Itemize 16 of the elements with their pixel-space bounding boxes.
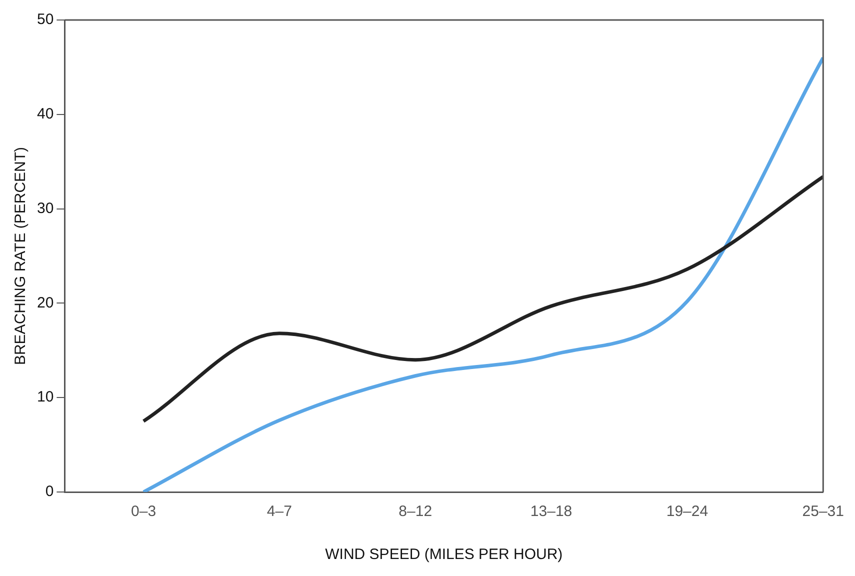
y-tick-label: 20 — [36, 294, 54, 312]
y-tick-label: 10 — [36, 388, 54, 406]
line-series — [142, 56, 824, 492]
x-tick-label: 4–7 — [266, 503, 292, 520]
x-axis-title: WIND SPEED (MILES PER HOUR) — [325, 546, 563, 564]
y-tick-label: 50 — [36, 11, 54, 28]
x-tick-label: 19–24 — [666, 503, 708, 520]
x-tick-label: 25–31 — [802, 503, 844, 520]
line-series — [142, 174, 824, 423]
x-tick-label: 13–18 — [530, 503, 572, 520]
y-axis-title: BREACHING RATE (PERCENT) — [12, 146, 30, 366]
x-tick-label: 8–12 — [398, 503, 432, 520]
x-tick-label: 0–3 — [131, 503, 156, 520]
y-tick-label: 40 — [36, 106, 54, 123]
y-tick-label: 30 — [36, 200, 54, 217]
y-tick-label: 0 — [45, 483, 54, 500]
